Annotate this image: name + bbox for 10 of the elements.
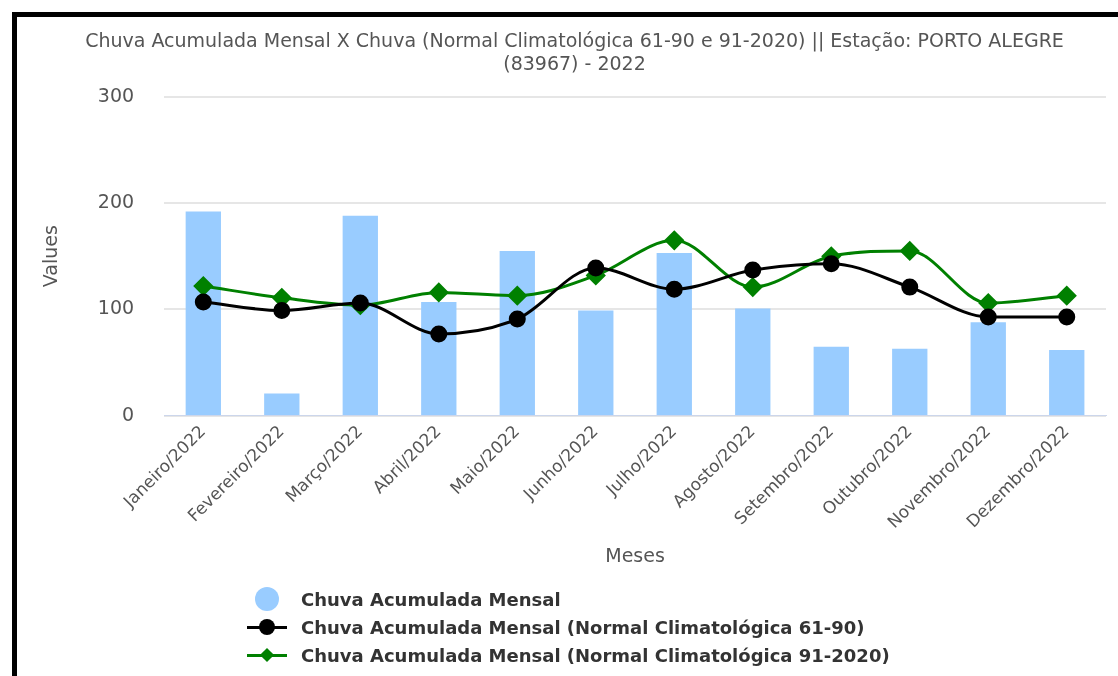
y-tick-label: 0 (121, 402, 135, 425)
y-axis-title: Values (39, 225, 62, 288)
legend-label: Chuva Acumulada Mensal (Normal Climatológica 61-90) (301, 616, 865, 638)
y-tick-label: 300 (97, 83, 135, 106)
chart-title: Chuva Acumulada Mensal X Chuva (Normal Climatológica 61-90 e 91-2020) || Estação: PORTO ALEGRE (83967) - 2022 (85, 29, 1064, 75)
y-tick-label: 100 (97, 296, 135, 319)
y-tick-label: 200 (97, 189, 135, 212)
x-axis-title: Meses (605, 543, 665, 566)
legend-label: Chuva Acumulada Mensal (301, 588, 561, 610)
legend-label: Chuva Acumulada Mensal (Normal Climatológica 91-2020) (301, 644, 890, 666)
